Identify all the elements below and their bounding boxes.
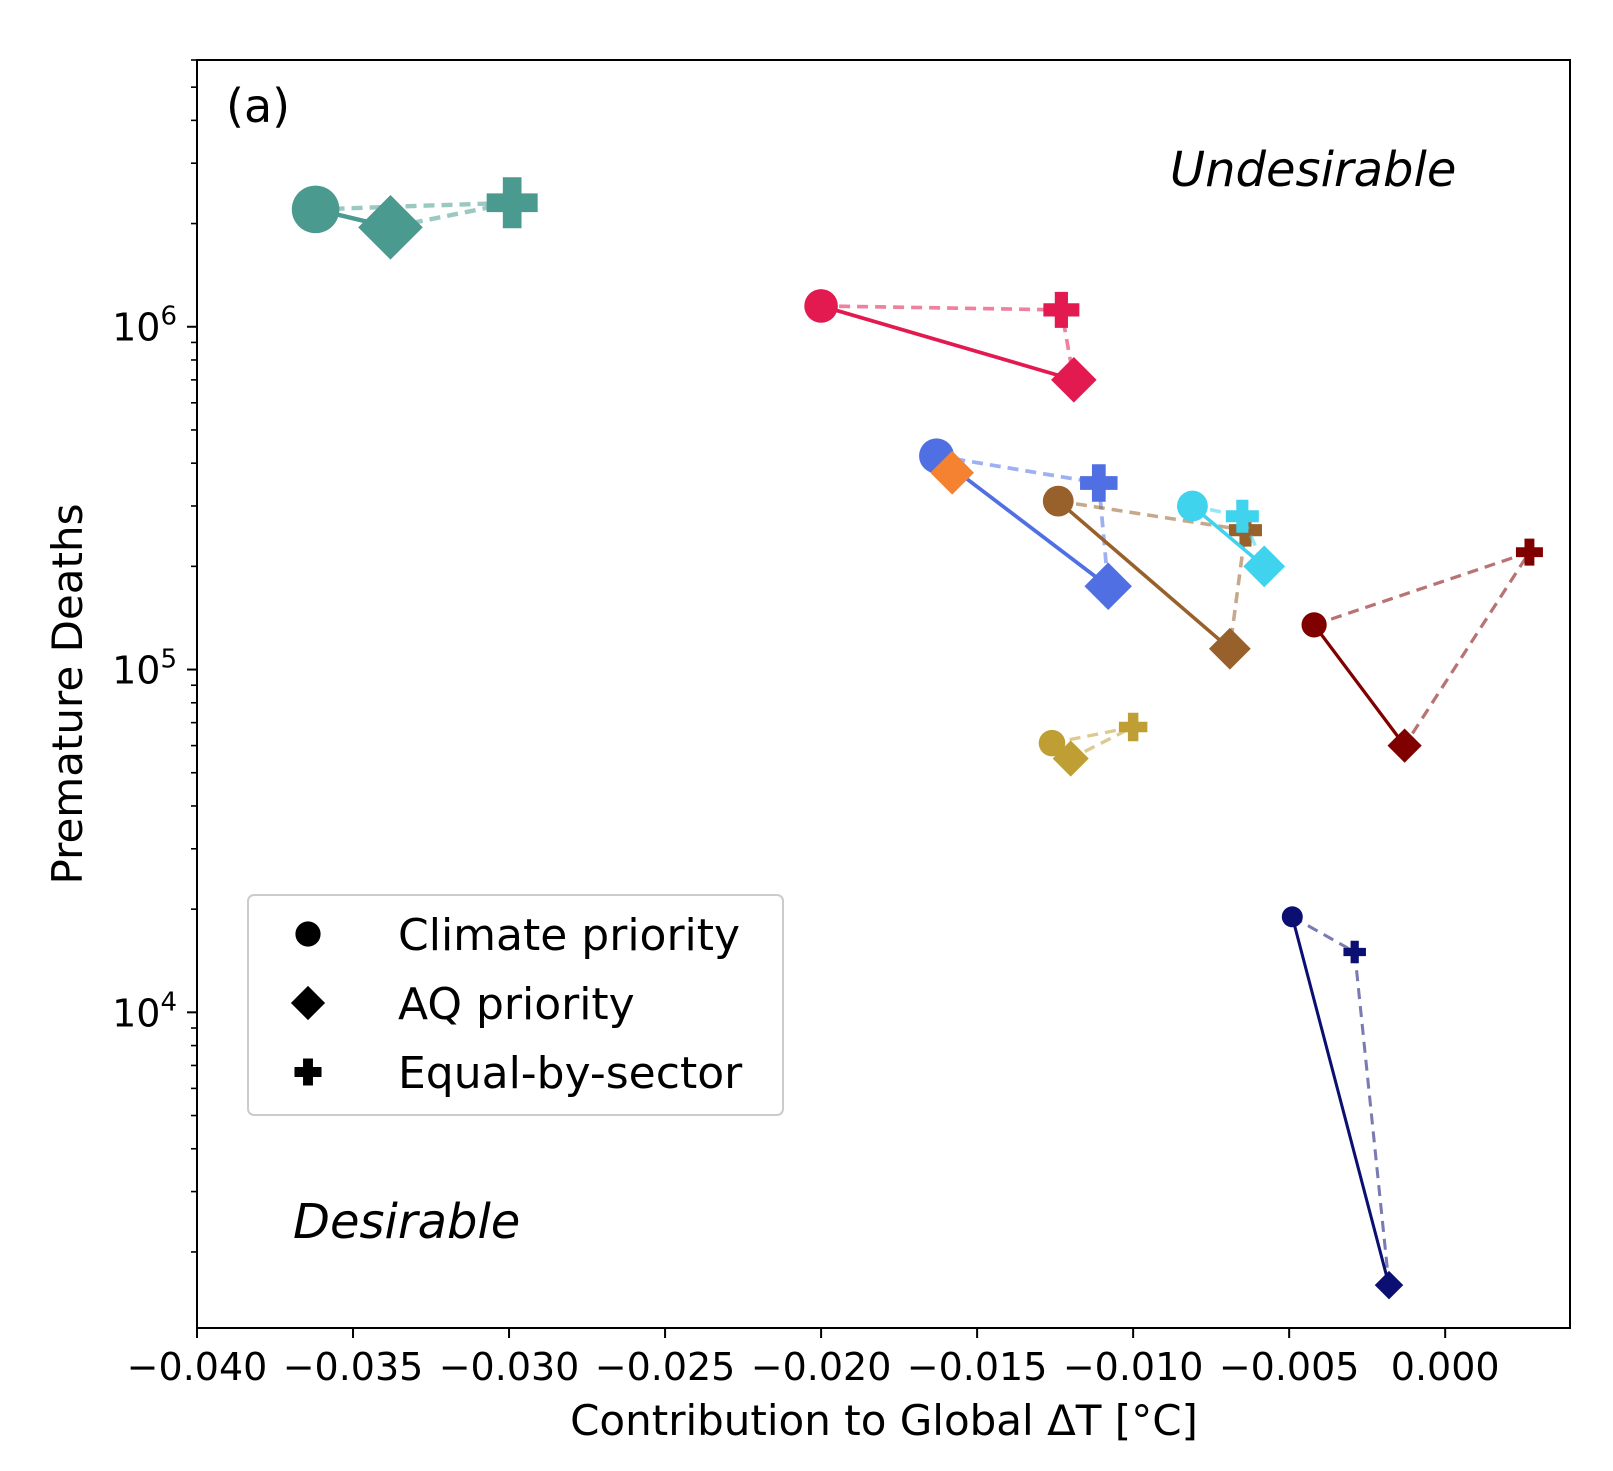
- series-group: [804, 289, 1097, 403]
- solid-link-line: [1191, 504, 1266, 568]
- climate-priority-point: [804, 289, 838, 323]
- x-axis-title: Contribution to Global ΔT [°C]: [570, 1396, 1198, 1445]
- x-tick-label: −0.035: [283, 1345, 424, 1389]
- legend: Climate priority AQ priority Equal-by-se…: [247, 894, 784, 1116]
- equal-by-sector-point: [1343, 940, 1366, 964]
- climate-priority-point: [1038, 729, 1066, 757]
- x-tick-label: −0.040: [127, 1345, 268, 1389]
- dashed-link-line: [315, 200, 513, 230]
- aq-priority-point: [1084, 562, 1132, 610]
- x-tick-label: −0.005: [1219, 1345, 1360, 1389]
- aq-priority-point: [358, 195, 423, 260]
- equal-by-sector-point: [1118, 712, 1148, 742]
- panel-label: (a): [226, 79, 290, 133]
- aq-priority-point: [1387, 728, 1422, 763]
- aq-priority-point: [1374, 1270, 1404, 1300]
- climate-priority-point: [1281, 906, 1303, 928]
- dashed-link-line: [1291, 915, 1391, 1286]
- series-group: [1301, 538, 1543, 763]
- climate-priority-point: [1042, 485, 1074, 517]
- series-group: [919, 438, 1132, 610]
- y-tick-label: 105: [112, 645, 177, 693]
- equal-by-sector-point: [1515, 538, 1543, 566]
- x-tick-label: −0.030: [439, 1345, 580, 1389]
- aq-priority-point: [1208, 627, 1251, 670]
- x-tick-label: −0.025: [595, 1345, 736, 1389]
- solid-link-line: [1312, 623, 1406, 747]
- legend-label-aq: AQ priority: [398, 979, 635, 1030]
- series-group: [1177, 490, 1286, 588]
- x-tick-label: −0.020: [751, 1345, 892, 1389]
- y-tick-label: 104: [112, 987, 177, 1035]
- y-axis-title: Premature Deaths: [43, 504, 92, 885]
- legend-label-equal: Equal-by-sector: [398, 1048, 743, 1099]
- solid-link-line: [820, 304, 1075, 382]
- legend-label-climate: Climate priority: [398, 910, 740, 961]
- y-axis: 104 105 106: [112, 59, 197, 1253]
- plot-frame: [196, 59, 1571, 1329]
- series-group: [291, 177, 538, 260]
- climate-priority-point: [1177, 490, 1208, 522]
- equal-by-sector-point: [486, 177, 538, 229]
- x-tick-label: −0.010: [1063, 1345, 1204, 1389]
- legend-marker-circle: [295, 921, 321, 947]
- aq-priority-point: [1051, 357, 1097, 403]
- solid-link-line: [1057, 499, 1232, 651]
- legend-box: [247, 894, 784, 1116]
- climate-priority-point: [1301, 612, 1327, 638]
- aq-priority-point: [930, 450, 974, 495]
- series-group: [930, 450, 974, 495]
- series-layer: [291, 177, 1543, 1300]
- x-axis: −0.040 −0.035 −0.030 −0.025 −0.020 −0.015 −0.0…: [127, 1328, 1500, 1389]
- x-tick-label: −0.015: [907, 1345, 1048, 1389]
- equal-by-sector-point: [1080, 464, 1118, 502]
- series-group: [1281, 906, 1404, 1300]
- legend-marker-diamond: [290, 985, 326, 1021]
- dashed-link-line: [1313, 549, 1534, 747]
- x-tick-label: 0.000: [1391, 1345, 1500, 1389]
- solid-link-line: [1290, 916, 1391, 1286]
- equal-by-sector-point: [1043, 291, 1080, 328]
- aq-priority-point: [1243, 545, 1286, 588]
- y-tick-label: 106: [112, 302, 177, 350]
- climate-priority-point: [291, 185, 340, 234]
- legend-marker-plus: [294, 1058, 322, 1086]
- equal-by-sector-point: [1225, 499, 1259, 533]
- series-group: [1038, 712, 1148, 777]
- annotation-desirable: Desirable: [293, 1194, 520, 1250]
- annotation-undesirable: Undesirable: [1170, 142, 1456, 198]
